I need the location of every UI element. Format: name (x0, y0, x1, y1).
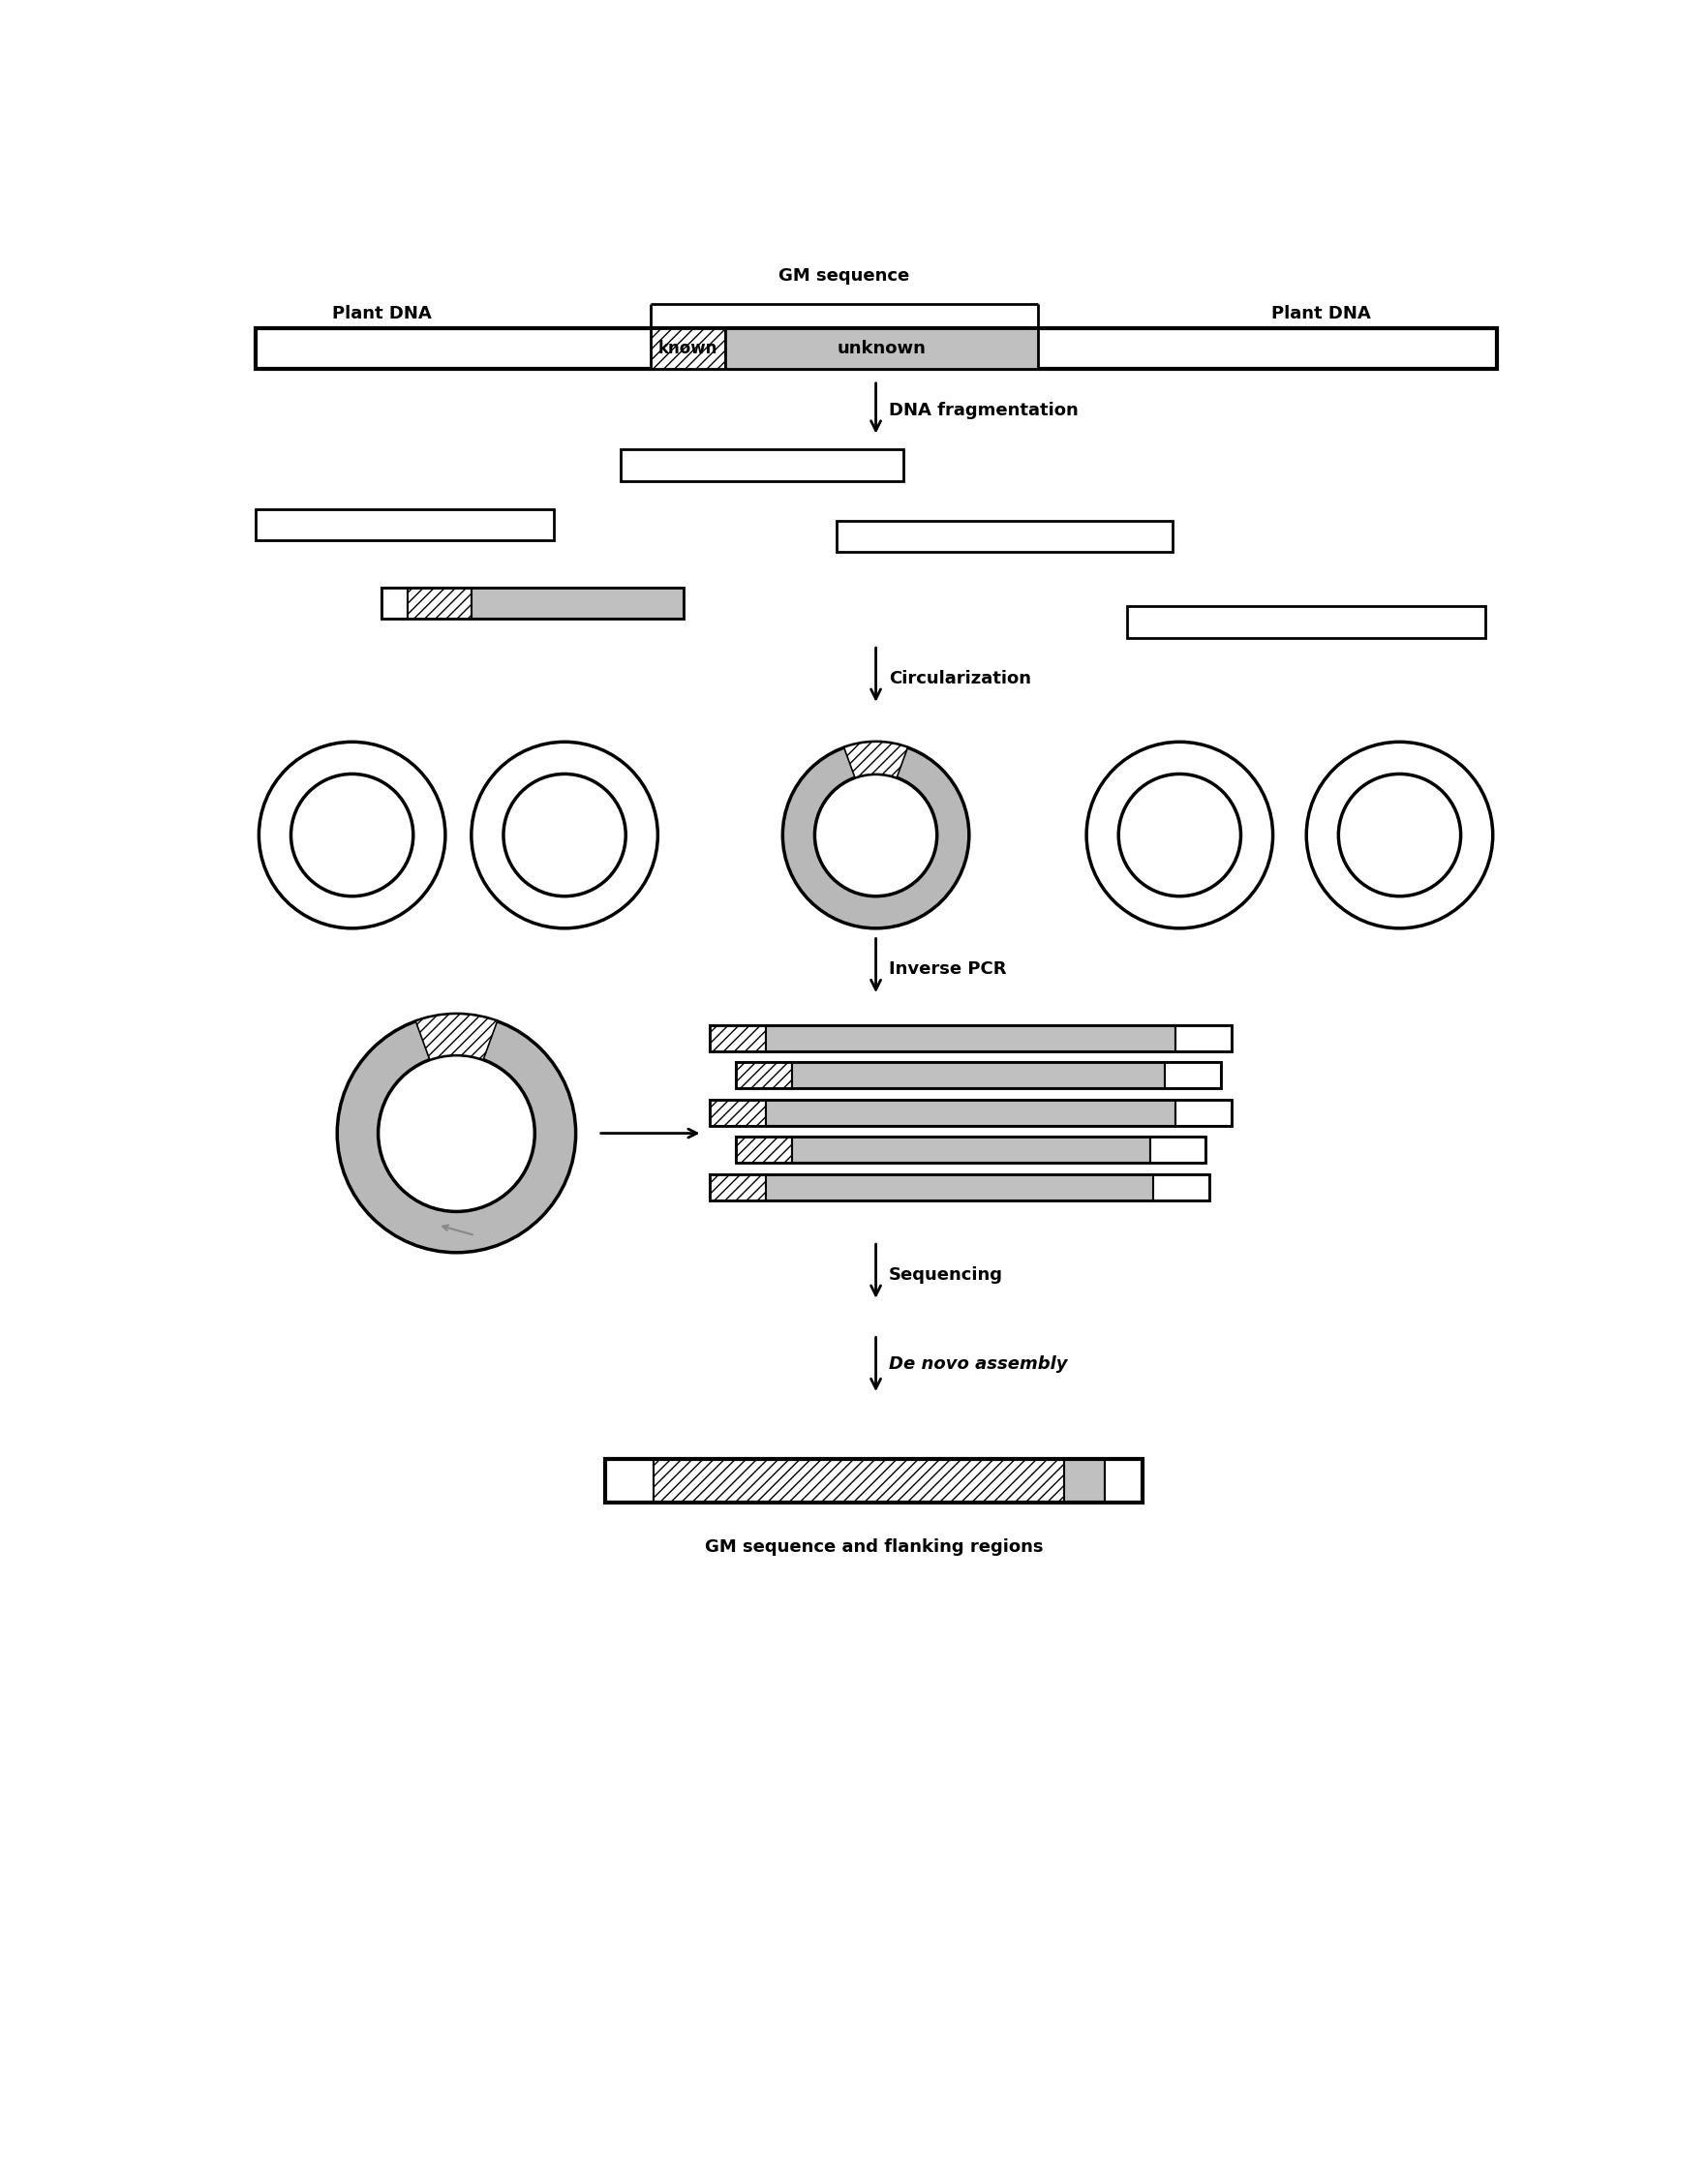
Bar (791, 1063, 1165, 1089)
Circle shape (336, 1014, 576, 1253)
Bar (765, 1173, 1153, 1199)
Bar (471, 587, 683, 619)
Text: Sequencing: Sequencing (888, 1266, 1003, 1283)
Bar (709, 1100, 765, 1126)
Bar (1127, 606, 1484, 638)
Circle shape (815, 774, 936, 895)
Bar (1153, 1173, 1209, 1199)
Bar (605, 1458, 1141, 1501)
Circle shape (504, 774, 625, 895)
Wedge shape (844, 742, 907, 779)
Bar (837, 520, 1172, 552)
Bar (736, 1137, 791, 1163)
Circle shape (1305, 742, 1493, 928)
Bar (709, 1025, 765, 1050)
Text: unknown: unknown (837, 341, 926, 358)
Bar (1175, 1025, 1231, 1050)
Bar (1149, 1137, 1206, 1163)
Bar (791, 1137, 1149, 1163)
Text: Plant DNA: Plant DNA (331, 304, 432, 321)
Bar (254, 509, 553, 541)
Wedge shape (415, 1014, 497, 1059)
Circle shape (1337, 774, 1460, 895)
Bar (620, 449, 904, 481)
Bar (381, 587, 408, 619)
Circle shape (290, 774, 413, 895)
Bar (709, 1100, 1231, 1126)
Circle shape (1119, 774, 1240, 895)
Circle shape (1086, 742, 1272, 928)
Bar (709, 1173, 765, 1199)
Bar (765, 1025, 1175, 1050)
Circle shape (782, 742, 968, 928)
Text: known: known (658, 341, 717, 358)
Bar (1064, 1458, 1105, 1501)
Bar (736, 1137, 1206, 1163)
Bar (254, 328, 1496, 369)
Text: Plant DNA: Plant DNA (1271, 304, 1370, 321)
Bar (736, 1063, 1220, 1089)
Bar (605, 1458, 654, 1501)
Bar (381, 587, 683, 619)
Bar (709, 1173, 1209, 1199)
Bar (736, 1063, 791, 1089)
Circle shape (377, 1055, 535, 1212)
Circle shape (471, 742, 658, 928)
Bar (654, 1458, 1064, 1501)
Circle shape (258, 742, 446, 928)
Text: Inverse PCR: Inverse PCR (888, 960, 1006, 977)
Text: GM sequence and flanking regions: GM sequence and flanking regions (704, 1538, 1042, 1555)
Bar (1175, 1100, 1231, 1126)
Bar (765, 1100, 1175, 1126)
Text: GM sequence: GM sequence (779, 267, 909, 285)
Text: De novo assembly: De novo assembly (888, 1355, 1068, 1374)
Bar (709, 1025, 1231, 1050)
Bar (1105, 1458, 1141, 1501)
Bar (408, 587, 471, 619)
Bar (1165, 1063, 1220, 1089)
Text: Circularization: Circularization (888, 671, 1030, 688)
Text: DNA fragmentation: DNA fragmentation (888, 401, 1078, 418)
Bar (724, 328, 1037, 369)
Bar (651, 328, 724, 369)
